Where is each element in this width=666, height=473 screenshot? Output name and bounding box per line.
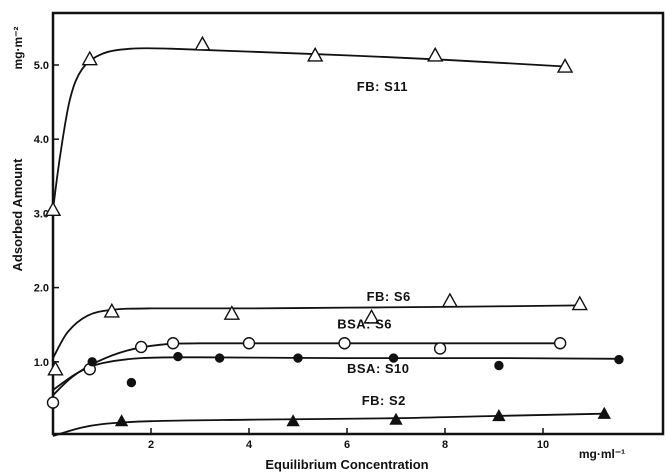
data-point-fb-s11 [556,58,574,73]
data-point-fb-s11 [194,35,211,51]
x-axis-title: Equilibrium Concentration [265,457,428,472]
x-tick-label: 6 [344,439,350,451]
labels-layer: FB: S11 FB: S6 BSA: S6 BSA: S10 FB: S2 [337,79,411,408]
data-point-fb-s2 [114,414,129,427]
data-point-fb-s6 [103,302,120,318]
data-point-bsa-s6 [166,337,180,350]
plot-frame [51,11,665,436]
y-axis-title: Adsorbed Amount [10,158,25,272]
data-point-fb-s2 [286,414,300,427]
series-curve-bsa-s6 [52,342,561,396]
y-tick-label: 3.0 [34,208,49,220]
data-point-fb-s11 [81,50,98,66]
data-point-bsa-s10 [214,353,225,363]
y-tick-label: 1.0 [34,357,49,369]
data-point-bsa-s6 [338,337,351,350]
y-tick-label: 4.0 [34,134,49,146]
data-point-bsa-s10 [494,360,504,371]
curves-layer [52,47,620,437]
series-curve-fb-s11 [52,47,566,210]
data-point-bsa-s10 [87,357,97,367]
data-point-fb-s6 [571,295,588,311]
x-tick-label: 2 [148,439,154,451]
data-point-bsa-s10 [388,353,399,363]
data-point-bsa-s6 [553,337,567,350]
data-point-fb-s11 [306,46,324,62]
x-tick-label: 4 [246,439,253,451]
series-label-bsa-s10: BSA: S10 [347,361,410,376]
data-point-fb-s2 [389,412,403,425]
series-label-fb-s6: FB: S6 [367,289,411,304]
data-point-bsa-s10 [614,354,624,365]
series-label-fb-s11: FB: S11 [357,79,408,94]
markers-layer [44,35,624,427]
data-point-bsa-s10 [173,351,183,362]
data-point-bsa-s6 [134,340,148,354]
data-point-bsa-s6 [46,396,60,409]
series-label-fb-s2: FB: S2 [362,393,406,408]
x-tick-label: 10 [537,439,549,451]
data-point-fb-s6 [223,305,241,320]
data-point-bsa-s6 [433,342,447,355]
series-curve-fb-s2 [52,412,605,437]
data-point-bsa-s10 [293,353,303,363]
series-curve-bsa-s10 [52,356,620,391]
data-point-fb-s11 [44,201,62,216]
data-point-fb-s11 [427,46,444,62]
x-tick-label: 8 [442,439,448,451]
series-label-bsa-s6: BSA: S6 [337,316,392,331]
x-axis-unit: mg·ml⁻¹ [579,447,625,461]
ticks-layer: 2 4 6 8 10 1.0 2.0 3.0 4.0 5.0 [34,60,549,451]
y-tick-label: 5.0 [34,60,49,72]
data-point-fb-s6 [363,308,380,324]
data-point-bsa-s6 [242,337,256,350]
data-point-bsa-s10 [126,377,137,388]
y-tick-label: 2.0 [34,283,49,295]
y-axis-unit: mg·m⁻² [11,27,25,70]
data-point-fb-s6 [441,292,459,308]
data-point-fb-s2 [597,406,611,419]
data-point-fb-s6 [47,360,64,376]
data-point-fb-s2 [492,409,506,422]
